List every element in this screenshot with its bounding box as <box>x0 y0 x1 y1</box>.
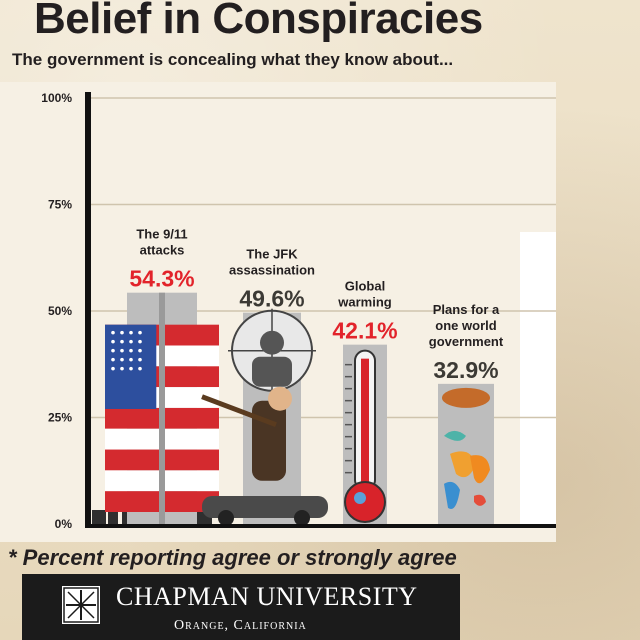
value-label: 42.1% <box>332 318 397 344</box>
category-label: assassination <box>229 263 315 278</box>
chart-white-panel <box>520 232 556 524</box>
category-label: Global <box>345 279 385 294</box>
university-name: CHAPMAN UNIVERSITY <box>116 582 418 611</box>
category-label: Plans for a <box>433 302 500 317</box>
category-label: The JFK <box>246 247 298 262</box>
chart-subtitle: The government is concealing what they k… <box>12 50 454 69</box>
thermometer-icon <box>344 349 386 523</box>
value-label: 49.6% <box>239 286 304 312</box>
y-tick-label: 0% <box>55 517 73 531</box>
university-footer: CHAPMAN UNIVERSITY Orange, California <box>22 574 460 640</box>
y-tick-label: 50% <box>48 304 72 318</box>
category-label: warming <box>337 295 392 310</box>
category-label: one world <box>435 318 496 333</box>
chart-title: Belief in Conspiracies <box>34 0 483 43</box>
value-label: 32.9% <box>433 357 498 383</box>
jfk-target-scope-icon <box>201 308 316 481</box>
university-location: Orange, California <box>174 618 307 633</box>
category-label: government <box>429 334 504 349</box>
chapman-logo-icon <box>62 586 100 624</box>
y-tick-label: 100% <box>41 91 72 105</box>
y-tick-label: 25% <box>48 411 72 425</box>
footnote: * Percent reporting agree or strongly ag… <box>8 545 457 570</box>
world-map-icon <box>442 387 490 510</box>
value-label: 54.3% <box>129 266 194 292</box>
category-label: The 9/11 <box>136 227 187 242</box>
category-label: attacks <box>140 243 185 258</box>
y-tick-label: 75% <box>48 198 72 212</box>
twin-towers-flag-icon <box>105 292 219 524</box>
